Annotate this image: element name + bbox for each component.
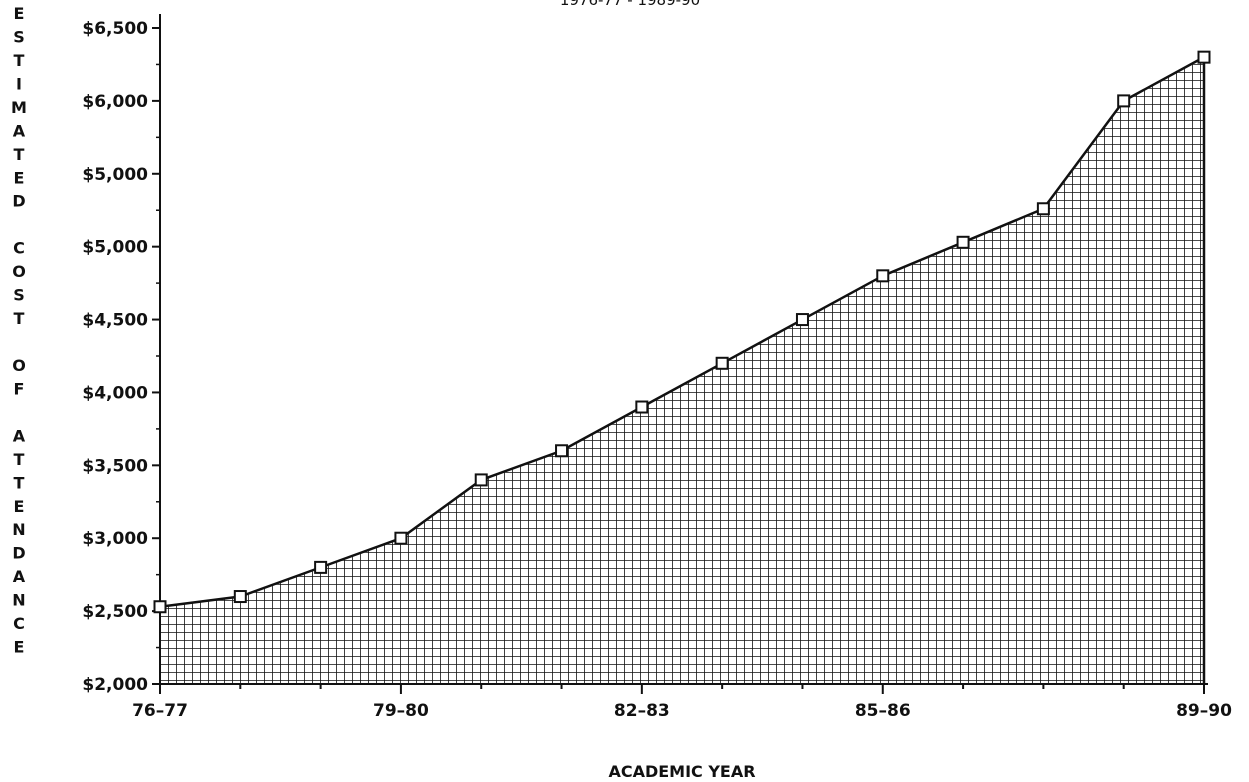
data-point (1117, 94, 1131, 108)
data-point (635, 400, 649, 414)
y-tick-label: $3,000 (82, 529, 148, 549)
x-tick-label: 79–80 (373, 701, 429, 721)
data-point (233, 590, 247, 604)
y-tick-label: $6,500 (82, 19, 148, 39)
y-tick-label: $5,000 (82, 165, 148, 185)
x-tick-label: 82–83 (614, 701, 670, 721)
y-tick-label: $6,000 (82, 92, 148, 112)
data-point (474, 473, 488, 487)
y-tick-label: $4,500 (82, 311, 148, 331)
data-point (314, 560, 328, 574)
x-tick-label: 89–90 (1176, 701, 1232, 721)
y-tick-label: $2,500 (82, 602, 148, 622)
series-line (159, 56, 1205, 608)
data-point (795, 313, 809, 327)
chart-title: 1976-77 - 1989-90 (560, 0, 700, 9)
area-layer (159, 56, 1206, 685)
data-point (153, 600, 167, 614)
y-tick-label: $3,500 (82, 456, 148, 476)
markers (153, 50, 1211, 614)
data-point (956, 235, 970, 249)
x-tick-label: 85–86 (855, 701, 911, 721)
axes: $2,000 $2,500 $3,000 $3,500 $4,000 $4,500 $5,0… (82, 14, 1232, 721)
y-tick-label: $4,000 (82, 383, 148, 403)
data-point (1197, 50, 1211, 64)
y-tick-label: $2,000 (82, 675, 148, 695)
x-tick-label: 76–77 (132, 701, 188, 721)
data-point (394, 531, 408, 545)
data-point (715, 356, 729, 370)
y-tick-label: $5,000 (82, 238, 148, 258)
data-point (876, 269, 890, 283)
area-fill (160, 57, 1204, 685)
x-axis-title: ACADEMIC YEAR (608, 762, 755, 781)
data-point (555, 444, 569, 458)
data-point (1036, 202, 1050, 216)
